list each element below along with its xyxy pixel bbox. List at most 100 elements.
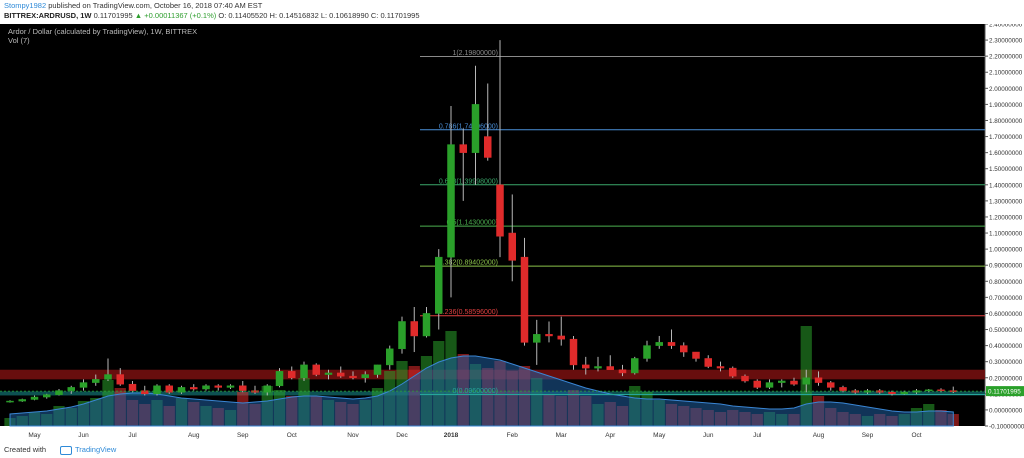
fib-label-1: 0.786(1.74196000) [439,123,498,130]
price-tick-label-0: 2.40000000 [989,24,1023,29]
chart-title: Ardor / Dollar (calculated by TradingVie… [8,27,197,36]
candle-body-9 [116,374,124,385]
time-label-9: Feb [507,432,519,439]
time-label-12: May [653,432,666,439]
fib-label-6: 0(0.09600000) [452,388,498,395]
candle-body-68 [839,387,847,391]
candle-body-29 [361,374,369,379]
price-tick-label-12: 1.20000000 [989,214,1023,221]
candle-body-25 [312,364,320,375]
symbol-label: BITTREX:ARDRUSD, 1W [4,11,92,20]
candlesticks [6,40,957,403]
candle-body-63 [778,380,786,383]
time-label-5: Oct [287,432,297,439]
last-price-text: 0.11701995 [93,11,133,20]
candle-body-15 [190,387,198,390]
time-axis: May Jun Jul Aug Sep Oct Nov Dec 2018 Feb Mar Apr May… [28,432,921,439]
candle-body-30 [373,364,382,375]
candle-body-52 [643,345,651,359]
candle-body-43 [533,334,541,343]
tradingview-link[interactable]: TradingView [60,442,116,458]
candle-body-38 [471,104,480,153]
candle-body-65 [802,377,810,385]
fib-label-3: 0.5(1.14300000) [447,220,498,227]
candle-body-57 [704,358,712,367]
fib-label-5: 0.236(0.58596000) [439,309,498,316]
price-tick-label-18: 0.60000000 [989,311,1023,318]
time-label-7: Dec [396,432,408,439]
candle-body-14 [177,387,186,393]
fib-label-2: 0.618(1.39998000) [439,178,498,185]
ohlc-values: O: 0.11405520 H: 0.14516832 L: 0.1061899… [218,11,420,20]
candle-body-2 [30,396,39,400]
candle-body-64 [790,380,798,385]
candle-body-33 [410,321,418,337]
time-label-0: May [28,432,41,439]
last-price-badge [986,386,1024,397]
candle-body-62 [765,382,774,388]
price-tick-label-13: 1.10000000 [989,231,1023,238]
time-label-17: Oct [911,432,921,439]
candle-body-17 [214,385,222,388]
candle-body-75 [925,389,933,392]
candle-body-19 [239,385,247,391]
candle-body-56 [692,351,700,359]
price-tick-label-20: 0.40000000 [989,343,1023,350]
price-change: ▲ +0.00011367 (+0.1%) [134,11,217,20]
price-axis: 2.40000000 2.30000000 2.20000000 2.10000000… [985,24,1024,431]
candle-body-10 [128,383,137,391]
candle-body-20 [251,390,259,393]
candle-body-72 [888,391,896,395]
candle-body-4 [55,390,63,395]
time-label-4: Sep [237,432,249,439]
created-with-text: Created with [4,445,47,454]
candle-body-32 [398,321,406,350]
price-tick-label-24: 0.00000000 [989,407,1023,414]
footer: Created with TradingView [0,442,1024,458]
price-tick-label-9: 1.50000000 [989,166,1023,173]
candle-body-0 [6,400,14,403]
author-link[interactable]: Stompy1982 [4,1,47,10]
candle-body-44 [545,334,553,337]
candle-body-27 [337,372,345,377]
price-tick-label-22: 0.20000000 [989,375,1023,382]
price-tick-label-6: 1.80000000 [989,118,1023,125]
candle-body-21 [263,385,271,393]
last-price-label: 0.11701995 [988,389,1021,396]
candle-body-18 [226,385,235,388]
time-label-6: Nov [347,432,359,439]
candle-body-59 [729,367,737,377]
time-label-11: Apr [605,432,616,439]
last-price-marker: 0.11701995 [0,386,1024,397]
candle-body-55 [680,345,688,353]
fib-label-4: 0.382(0.89402000) [439,260,498,267]
publish-info: Stompy1982 published on TradingView.com,… [4,1,262,11]
candle-body-3 [43,394,51,398]
price-tick-label-25: -0.10000000 [989,424,1024,431]
candle-body-6 [79,382,88,388]
price-chart[interactable]: 1(2.19800000) 0.786(1.74196000) 0.618(1.39… [0,24,1024,442]
fibonacci-retracement: 1(2.19800000) 0.786(1.74196000) 0.618(1.39… [420,50,985,395]
candle-body-22 [275,371,284,387]
candle-body-49 [606,366,614,370]
candle-body-11 [141,390,149,395]
quote-line: BITTREX:ARDRUSD, 1W 0.11701995 ▲ +0.0001… [4,11,420,21]
price-axis-background [985,24,1024,442]
price-tick-label-14: 1.00000000 [989,247,1023,254]
price-tick-label-10: 1.40000000 [989,182,1023,189]
price-tick-label-7: 1.70000000 [989,134,1023,141]
time-label-8: 2018 [444,432,459,439]
candle-body-8 [104,374,112,380]
candle-body-61 [753,380,761,388]
candle-body-5 [67,387,75,391]
candle-body-46 [569,338,578,366]
candle-body-58 [716,366,725,369]
price-tick-label-4: 2.00000000 [989,86,1023,93]
candle-body-66 [814,377,823,383]
candle-body-28 [349,375,357,379]
candle-body-37 [459,144,467,153]
price-tick-label-17: 0.70000000 [989,295,1023,302]
time-label-13: Jun [703,432,714,439]
time-label-16: Sep [862,432,874,439]
candle-body-69 [851,390,859,393]
